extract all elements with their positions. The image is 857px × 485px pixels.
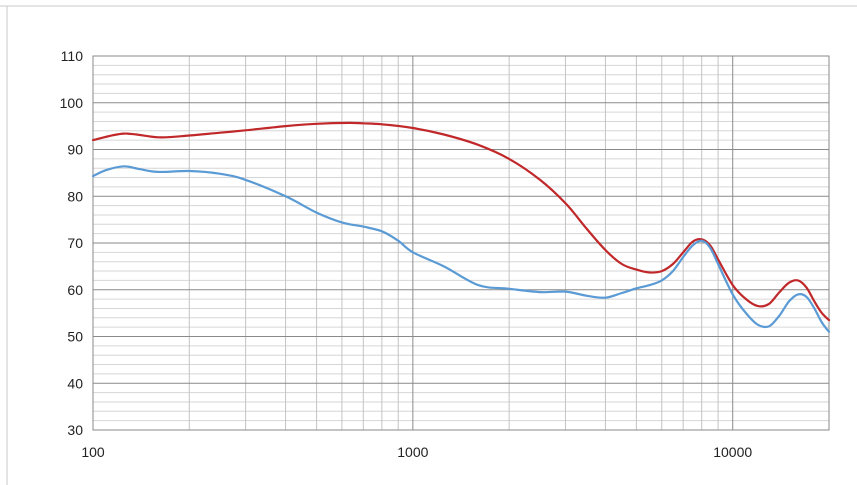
y-tick-label: 80 — [67, 188, 83, 204]
series-line-red — [91, 121, 831, 322]
y-tick-label: 90 — [67, 142, 83, 158]
plot-area: 30 40 50 60 70 80 90 100 110 100 1000 10000 — [60, 48, 831, 460]
y-tick-label: 60 — [67, 282, 83, 298]
series-line-blue — [91, 165, 831, 333]
y-tick-label: 30 — [67, 422, 83, 438]
y-tick-label: 70 — [67, 235, 83, 251]
x-tick-label: 10000 — [713, 444, 752, 460]
plot-border — [92, 55, 830, 431]
y-tick-label: 110 — [61, 48, 84, 64]
y-tick-label: 40 — [67, 375, 83, 391]
x-tick-label: 1000 — [397, 444, 428, 460]
y-tick-label: 100 — [60, 95, 84, 111]
x-tick-label: 100 — [81, 444, 105, 460]
y-tick-label: 50 — [67, 329, 83, 345]
